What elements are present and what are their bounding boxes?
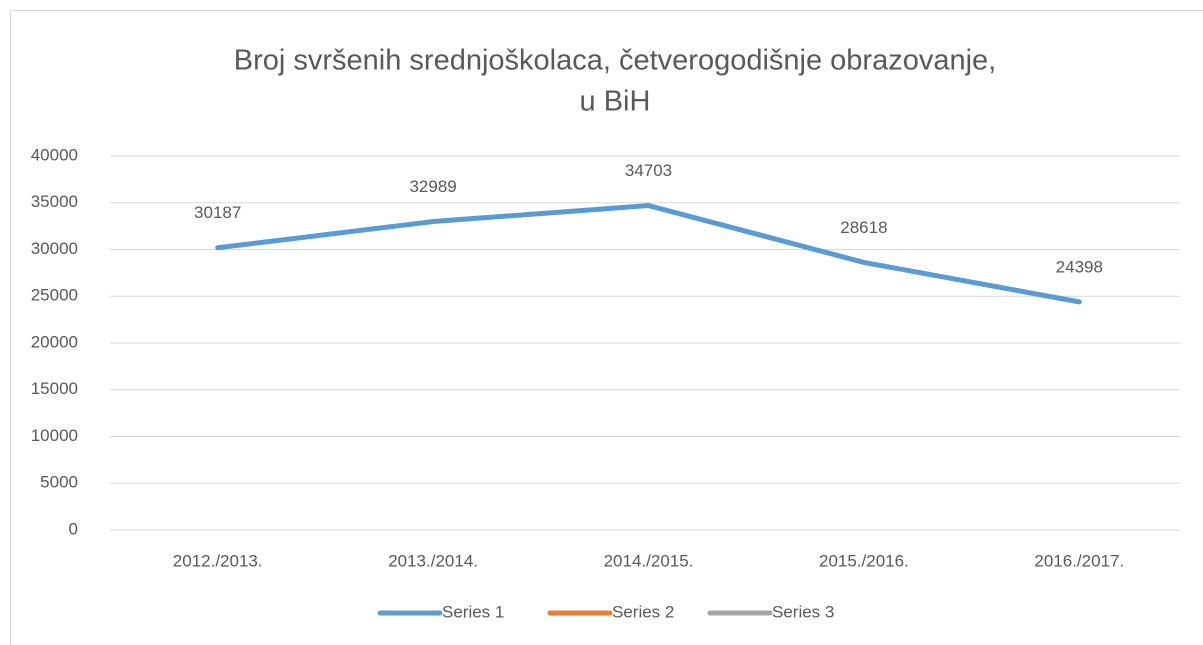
y-tick-label: 20000 — [31, 332, 78, 351]
x-tick-label: 2012./2013. — [173, 551, 263, 570]
x-tick-label: 2013./2014. — [388, 551, 478, 570]
legend-label: Series 1 — [442, 602, 504, 621]
legend-label: Series 3 — [772, 602, 834, 621]
data-label: 32989 — [409, 177, 456, 196]
data-label: 24398 — [1056, 257, 1103, 276]
data-label: 28618 — [840, 218, 887, 237]
y-tick-label: 40000 — [31, 145, 78, 164]
x-tick-label: 2016./2017. — [1034, 551, 1124, 570]
y-tick-label: 5000 — [40, 473, 78, 492]
chart-border — [10, 10, 1203, 645]
data-label: 30187 — [194, 203, 241, 222]
y-tick-label: 0 — [69, 519, 78, 538]
y-tick-label: 25000 — [31, 286, 78, 305]
chart-title: u BiH — [580, 86, 651, 118]
x-tick-label: 2015./2016. — [819, 551, 909, 570]
data-label: 34703 — [625, 161, 672, 180]
y-tick-label: 10000 — [31, 426, 78, 445]
y-tick-label: 15000 — [31, 379, 78, 398]
x-tick-label: 2014./2015. — [604, 551, 694, 570]
legend-label: Series 2 — [612, 602, 674, 621]
y-tick-label: 30000 — [31, 239, 78, 258]
y-tick-label: 35000 — [31, 192, 78, 211]
chart-title: Broj svršenih srednjoškolaca, četverogod… — [234, 45, 996, 77]
series-line — [215, 203, 1082, 305]
